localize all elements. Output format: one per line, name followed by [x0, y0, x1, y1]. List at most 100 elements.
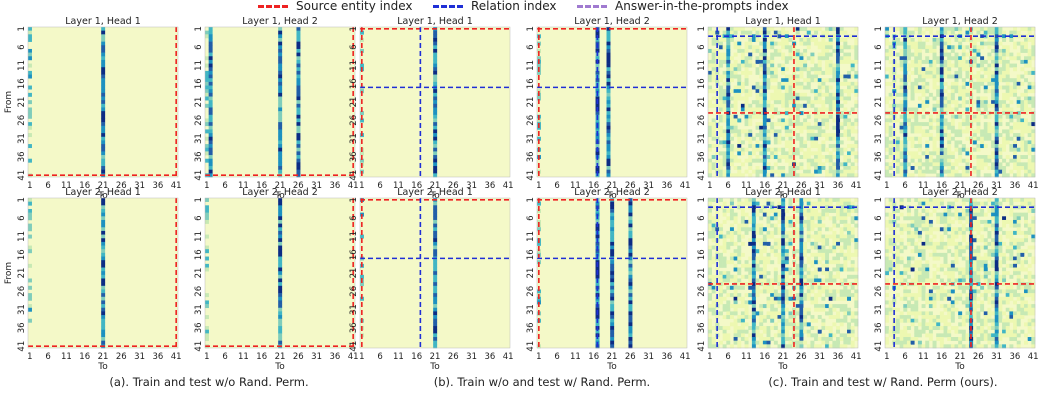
heatmap-cell	[972, 256, 977, 261]
heatmap-cell	[1024, 155, 1028, 160]
heatmap-cell	[976, 111, 981, 116]
heatmap-cell	[825, 136, 830, 141]
heatmap-cell	[296, 81, 301, 86]
heatmap-cell	[806, 278, 811, 283]
heatmap-cell	[762, 315, 767, 320]
heatmap-cell	[836, 162, 841, 167]
heatmap-cell	[917, 30, 922, 35]
heatmap-cell	[759, 136, 764, 141]
heatmap-cell	[726, 337, 731, 341]
heatmap-cell	[278, 322, 283, 327]
heatmap-cell	[914, 245, 919, 250]
heatmap-cell	[817, 267, 822, 272]
heatmap-cell	[814, 30, 819, 35]
heatmap-cell	[895, 52, 900, 57]
heatmap-cell	[208, 162, 213, 167]
heatmap-cell	[1005, 155, 1010, 160]
heatmap-cell	[943, 37, 948, 42]
heatmap-cell	[903, 125, 908, 130]
heatmap-cell	[854, 337, 859, 341]
heatmap-cell	[759, 129, 764, 134]
heatmap-cell	[832, 322, 837, 327]
heatmap-cell	[1031, 162, 1036, 167]
heatmap-cell	[781, 296, 786, 301]
heatmap-cell	[795, 96, 800, 101]
heatmap-cell	[799, 333, 804, 338]
heatmap-cell	[1009, 205, 1014, 210]
heatmap-cell	[976, 147, 981, 152]
heatmap-cell	[718, 278, 723, 283]
heatmap-cell	[950, 169, 955, 174]
heatmap-cell	[784, 274, 789, 279]
heatmap-cell	[788, 147, 793, 152]
heatmap-cell	[726, 147, 731, 152]
heatmap-cell	[994, 216, 999, 221]
heatmap-cell	[208, 34, 213, 39]
heatmap-cell	[950, 125, 955, 130]
heatmap-cell	[101, 227, 106, 232]
heatmap-cell	[828, 326, 833, 331]
heatmap-cell	[917, 238, 922, 243]
heatmap-cell	[828, 234, 833, 239]
heatmap-cell	[766, 344, 771, 349]
heatmap-cell	[832, 219, 837, 224]
heatmap-cell	[708, 318, 712, 323]
x-tick-label: 16	[588, 181, 599, 191]
heatmap-cell	[718, 271, 723, 276]
heatmap-cell	[755, 238, 760, 243]
heatmap-cell	[961, 67, 966, 72]
heatmap-cell	[781, 41, 786, 46]
heatmap-cell	[888, 96, 893, 101]
heatmap-cell	[762, 92, 767, 97]
heatmap-cell	[433, 344, 438, 349]
x-tick-label: 1	[707, 352, 712, 362]
heatmap-cell	[806, 238, 811, 243]
heatmap-cell	[208, 169, 213, 174]
heatmap-cell	[795, 166, 800, 170]
heatmap-cell	[806, 296, 811, 301]
heatmap-cell	[1013, 92, 1018, 97]
y-tick-label: 16	[349, 78, 359, 89]
heatmap-cell	[998, 227, 1003, 232]
heatmap-cell	[784, 234, 789, 239]
heatmap-cell	[917, 59, 922, 64]
x-tick-label: 16	[411, 352, 422, 362]
heatmap-cell	[987, 198, 992, 202]
heatmap-cell	[980, 136, 985, 141]
heatmap-cell	[781, 103, 786, 108]
heatmap-cell	[766, 78, 771, 83]
heatmap-cell	[810, 78, 815, 83]
heatmap-cell	[751, 230, 756, 235]
y-tick-label: 26	[349, 115, 359, 126]
heatmap-cell	[987, 63, 992, 68]
heatmap-cell	[825, 133, 830, 138]
heatmap-cell	[925, 162, 930, 167]
heatmap-cell	[932, 227, 937, 232]
heatmap-cell	[755, 293, 760, 298]
heatmap-cell	[278, 45, 283, 50]
y-tick-label: 11	[194, 231, 204, 242]
heatmap-cell	[832, 296, 837, 301]
heatmap-cell	[1016, 238, 1021, 243]
heatmap-cell	[1024, 70, 1028, 75]
heatmap-cell	[803, 27, 808, 31]
heatmap-cell	[208, 52, 213, 57]
heatmap-cell	[762, 278, 767, 283]
heatmap-cell	[1024, 140, 1028, 145]
heatmap-cell	[28, 144, 32, 149]
heatmap-cell	[925, 151, 930, 156]
heatmap-cell	[814, 278, 819, 283]
heatmap-cell	[925, 122, 930, 127]
heatmap-cell	[928, 241, 933, 246]
heatmap-cell	[994, 238, 999, 243]
heatmap-cell	[950, 107, 955, 112]
heatmap-cell	[715, 234, 720, 239]
heatmap-cell	[847, 158, 851, 163]
heatmap-cell	[814, 125, 819, 130]
heatmap-cell	[832, 238, 837, 243]
heatmap-cell	[895, 74, 900, 79]
heatmap-cell	[740, 89, 745, 94]
heatmap-cell	[817, 198, 822, 202]
heatmap-cell	[899, 89, 904, 94]
heatmap-cell	[770, 300, 775, 305]
